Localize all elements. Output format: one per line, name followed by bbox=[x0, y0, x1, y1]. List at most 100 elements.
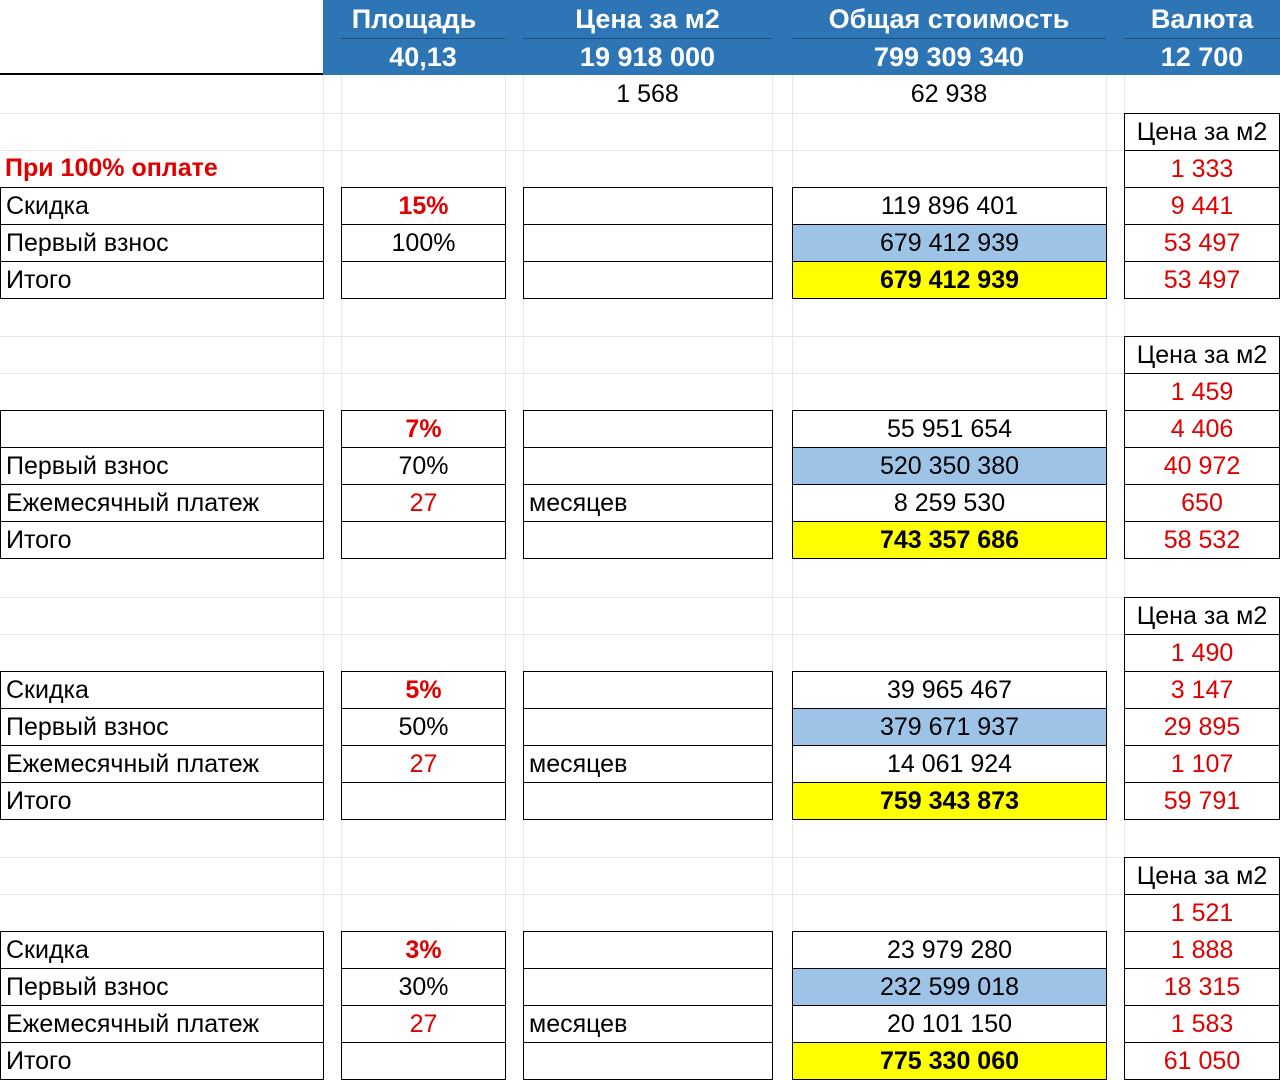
block2-discount-label bbox=[0, 410, 324, 448]
gridline bbox=[0, 894, 1280, 895]
block4-monthly-label: Ежемесячный платеж bbox=[0, 1005, 324, 1043]
block1-first-payment-currency: 53 497 bbox=[1124, 224, 1280, 262]
block4-discount-label: Скидка bbox=[0, 931, 324, 969]
block4-price-m2: 1 521 bbox=[1124, 894, 1280, 932]
block1-discount-empty bbox=[523, 187, 773, 225]
block4-price-m2-label: Цена за м2 bbox=[1124, 857, 1280, 895]
block1-total-empty bbox=[523, 261, 773, 299]
block2-discount-percent: 7% bbox=[341, 410, 506, 448]
header-currency-label: Валюта bbox=[1124, 0, 1280, 38]
block2-total-empty bbox=[341, 521, 506, 559]
block2-monthly-currency: 650 bbox=[1124, 484, 1280, 522]
block3-monthly-amount: 14 061 924 bbox=[792, 745, 1107, 783]
block2-price-m2-label: Цена за м2 bbox=[1124, 336, 1280, 374]
block4-first-payment-percent: 30% bbox=[341, 968, 506, 1006]
gridline bbox=[505, 75, 506, 1080]
gridline bbox=[0, 597, 1280, 598]
block1-total-currency: 53 497 bbox=[1124, 261, 1280, 299]
gridline bbox=[0, 373, 1280, 374]
block3-discount-currency: 3 147 bbox=[1124, 671, 1280, 709]
block3-monthly-currency: 1 107 bbox=[1124, 745, 1280, 783]
header-rule bbox=[0, 73, 323, 75]
gridline bbox=[0, 857, 1280, 858]
block4-monthly-amount: 20 101 150 bbox=[792, 1005, 1107, 1043]
block2-discount-empty bbox=[523, 410, 773, 448]
block2-first-payment-percent: 70% bbox=[341, 447, 506, 485]
gridline bbox=[1106, 75, 1107, 1080]
block2-discount-amount: 55 951 654 bbox=[792, 410, 1107, 448]
block4-total-label: Итого bbox=[0, 1042, 324, 1080]
block4-first-payment-empty bbox=[523, 968, 773, 1006]
gridline bbox=[0, 150, 1280, 151]
block2-monthly-amount: 8 259 530 bbox=[792, 484, 1107, 522]
block3-total-amount: 759 343 873 bbox=[792, 782, 1107, 820]
block1-first-payment-label: Первый взнос bbox=[0, 224, 324, 262]
block3-total-currency: 59 791 bbox=[1124, 782, 1280, 820]
block1-first-payment-amount: 679 412 939 bbox=[792, 224, 1107, 262]
block4-total-empty bbox=[341, 1042, 506, 1080]
block1-total-empty bbox=[341, 261, 506, 299]
gridline bbox=[1124, 75, 1125, 1080]
block4-monthly-months: 27 bbox=[341, 1005, 506, 1043]
block4-first-payment-amount: 232 599 018 bbox=[792, 968, 1107, 1006]
block3-price-m2: 1 490 bbox=[1124, 634, 1280, 672]
gridline bbox=[0, 113, 1280, 114]
block2-first-payment-label: Первый взнос bbox=[0, 447, 324, 485]
block2-total-amount: 743 357 686 bbox=[792, 521, 1107, 559]
header-area-label: Площадь bbox=[323, 0, 505, 38]
block3-first-payment-empty bbox=[523, 708, 773, 746]
header-price-label: Цена за м2 bbox=[523, 0, 772, 38]
block1-first-payment-empty bbox=[523, 224, 773, 262]
header-fill bbox=[1106, 0, 1124, 75]
block4-discount-currency: 1 888 bbox=[1124, 931, 1280, 969]
block3-first-payment-label: Первый взнос bbox=[0, 708, 324, 746]
block1-price-m2-label: Цена за м2 bbox=[1124, 113, 1280, 151]
block1-discount-percent: 15% bbox=[341, 187, 506, 225]
block1-first-payment-percent: 100% bbox=[341, 224, 506, 262]
block4-first-payment-label: Первый взнос bbox=[0, 968, 324, 1006]
block4-discount-amount: 23 979 280 bbox=[792, 931, 1107, 969]
block3-discount-empty bbox=[523, 671, 773, 709]
block3-discount-amount: 39 965 467 bbox=[792, 671, 1107, 709]
block1-discount-amount: 119 896 401 bbox=[792, 187, 1107, 225]
block3-total-empty bbox=[341, 782, 506, 820]
gridline bbox=[0, 634, 1280, 635]
header-area-value: 40,13 bbox=[341, 38, 505, 75]
block2-first-payment-currency: 40 972 bbox=[1124, 447, 1280, 485]
block3-price-m2-label: Цена за м2 bbox=[1124, 597, 1280, 635]
gridline bbox=[523, 75, 524, 1080]
gridline bbox=[772, 75, 773, 1080]
block1-discount-label: Скидка bbox=[0, 187, 324, 225]
block4-total-amount: 775 330 060 bbox=[792, 1042, 1107, 1080]
block1-total-amount: 679 412 939 bbox=[792, 261, 1107, 299]
block3-monthly-label: Ежемесячный платеж bbox=[0, 745, 324, 783]
block3-months-label: месяцев bbox=[523, 745, 773, 783]
header-total-value: 799 309 340 bbox=[792, 38, 1106, 75]
block3-first-payment-currency: 29 895 bbox=[1124, 708, 1280, 746]
block3-first-payment-amount: 379 671 937 bbox=[792, 708, 1107, 746]
block3-discount-percent: 5% bbox=[341, 671, 506, 709]
gridline bbox=[323, 75, 324, 1080]
block1-total-label: Итого bbox=[0, 261, 324, 299]
block2-monthly-label: Ежемесячный платеж bbox=[0, 484, 324, 522]
gridline bbox=[792, 75, 793, 1080]
block3-first-payment-percent: 50% bbox=[341, 708, 506, 746]
header-currency-value: 12 700 bbox=[1124, 38, 1280, 75]
block4-discount-empty bbox=[523, 931, 773, 969]
block3-monthly-months: 27 bbox=[341, 745, 506, 783]
header-price-value: 19 918 000 bbox=[523, 38, 772, 75]
price-m2-converted: 1 568 bbox=[616, 80, 679, 108]
block4-months-label: месяцев bbox=[523, 1005, 773, 1043]
total-converted: 62 938 bbox=[910, 80, 988, 108]
block4-total-currency: 61 050 bbox=[1124, 1042, 1280, 1080]
block2-total-empty bbox=[523, 521, 773, 559]
block4-total-empty bbox=[523, 1042, 773, 1080]
block3-total-empty bbox=[523, 782, 773, 820]
block2-price-m2: 1 459 bbox=[1124, 373, 1280, 411]
block4-first-payment-currency: 18 315 bbox=[1124, 968, 1280, 1006]
block2-total-label: Итого bbox=[0, 521, 324, 559]
block3-total-label: Итого bbox=[0, 782, 324, 820]
header-fill bbox=[772, 0, 792, 75]
block1-discount-currency: 9 441 bbox=[1124, 187, 1280, 225]
